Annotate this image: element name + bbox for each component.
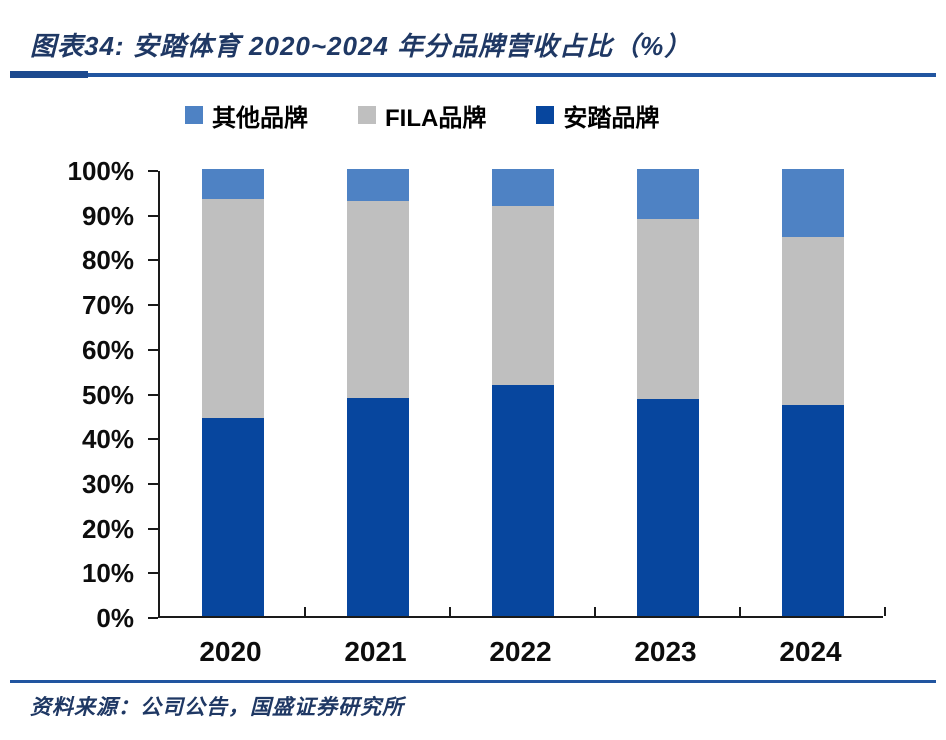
- bar-stack-2024: [781, 169, 844, 616]
- bar-stack-2022: [491, 169, 554, 616]
- bar-segment-其他品牌-2022: [491, 169, 554, 206]
- y-axis-tick: [148, 482, 158, 485]
- figure-title: 图表34: 安踏体育 2020~2024 年分品牌营收占比（%）: [30, 31, 692, 61]
- y-axis-tick: [148, 259, 158, 262]
- x-axis-label: 2022: [489, 636, 552, 667]
- y-axis-tick: [148, 438, 158, 441]
- x-axis-tick: [304, 607, 306, 616]
- x-axis-tick: [449, 607, 451, 616]
- bar-segment-FILA品牌-2021: [346, 200, 409, 399]
- bar-segment-安踏品牌-2022: [491, 384, 554, 616]
- y-axis-label: 30%: [81, 468, 134, 499]
- bar-segment-FILA品牌-2020: [201, 198, 264, 418]
- y-axis-label: 10%: [81, 558, 134, 589]
- y-axis-tick: [148, 348, 158, 351]
- y-axis-label: 60%: [81, 334, 134, 365]
- x-axis-label: 2024: [779, 636, 842, 667]
- bar-stack-2021: [346, 169, 409, 616]
- y-axis-label: 50%: [81, 379, 134, 410]
- bar-segment-其他品牌-2024: [781, 169, 844, 237]
- legend-label-anta-brand: 安踏品牌: [563, 104, 660, 132]
- bar-segment-其他品牌-2023: [636, 169, 699, 219]
- x-axis-tick: [884, 607, 886, 616]
- x-axis-label: 2021: [344, 636, 407, 667]
- title-divider: [10, 73, 936, 77]
- y-axis-tick: [148, 214, 158, 217]
- y-axis-label: 80%: [81, 245, 134, 276]
- bar-segment-安踏品牌-2021: [346, 398, 409, 616]
- y-axis-label: 40%: [81, 424, 134, 455]
- y-axis-label: 100%: [67, 156, 135, 186]
- source-note: 资料来源：公司公告，国盛证券研究所: [30, 696, 404, 719]
- plot-area: [148, 169, 886, 619]
- bar-segment-其他品牌-2020: [201, 169, 264, 199]
- y-axis-tick: [148, 304, 158, 307]
- bar-segment-安踏品牌-2024: [781, 404, 844, 616]
- legend-swatch-anta-brand: [536, 106, 555, 124]
- legend-label-other-brands: 其他品牌: [212, 104, 308, 132]
- y-axis: 0% 10% 20% 30% 40% 50% 60% 70% 80% 90% 100%: [0, 156, 148, 633]
- bar-segment-FILA品牌-2024: [781, 236, 844, 405]
- x-axis-tick: [594, 607, 596, 616]
- legend-swatch-fila-brand: [358, 106, 376, 124]
- y-axis-tick: [148, 527, 158, 530]
- bar-segment-FILA品牌-2023: [636, 218, 699, 399]
- y-axis-label: 90%: [81, 200, 134, 231]
- legend-item-other-brands: 其他品牌: [185, 98, 308, 133]
- y-axis-tick: [148, 170, 158, 172]
- bar-segment-其他品牌-2021: [346, 169, 409, 201]
- bar-segment-FILA品牌-2022: [491, 205, 554, 385]
- y-axis-tick: [148, 393, 158, 396]
- bar-stack-2020: [201, 169, 264, 616]
- bar-segment-安踏品牌-2023: [636, 398, 699, 616]
- title-divider-cap: [10, 71, 88, 78]
- y-axis-label: 70%: [81, 290, 134, 321]
- bar-stack-2023: [636, 169, 699, 616]
- y-axis-tick: [148, 572, 158, 575]
- bar-segment-安踏品牌-2020: [201, 417, 264, 616]
- source-divider: [10, 680, 936, 683]
- legend-item-fila-brand: FILA品牌: [358, 98, 486, 133]
- y-axis-tick: [148, 617, 158, 619]
- legend: 其他品牌 FILA品牌 安踏品牌: [185, 98, 659, 133]
- legend-swatch-other-brands: [185, 106, 203, 124]
- x-axis-label: 2020: [199, 636, 262, 667]
- legend-item-anta-brand: 安踏品牌: [536, 98, 659, 133]
- x-axis-label: 2023: [634, 636, 697, 667]
- y-axis-label: 20%: [81, 513, 134, 544]
- legend-label-fila-brand: FILA品牌: [385, 104, 487, 132]
- x-axis-tick: [739, 607, 741, 616]
- x-axis: 2020 2021 2022 2023 2024: [158, 636, 883, 670]
- y-axis-label: 0%: [96, 603, 134, 633]
